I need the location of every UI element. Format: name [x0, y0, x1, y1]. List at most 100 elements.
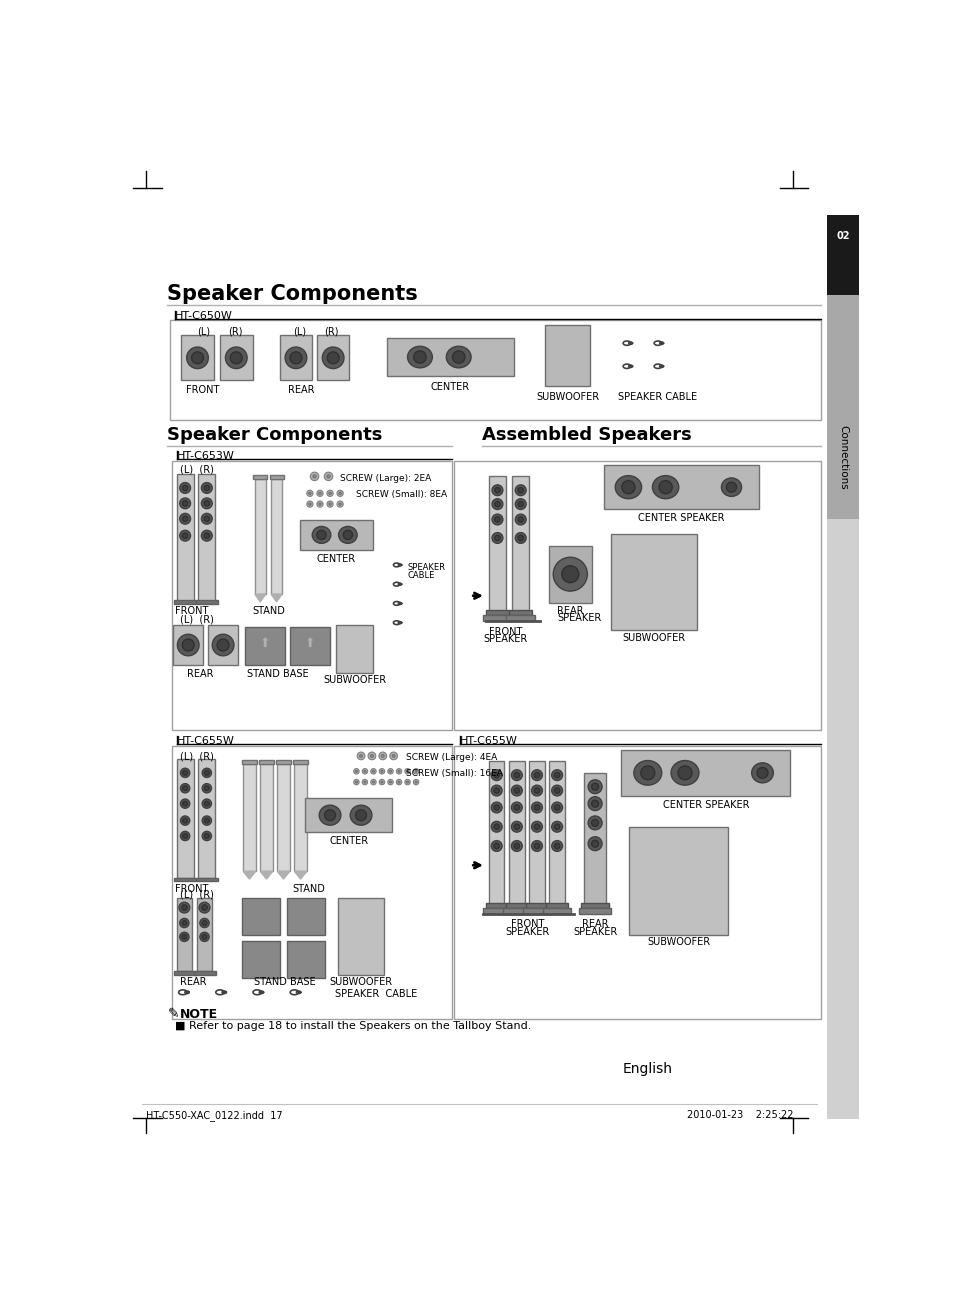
Text: 02: 02 [836, 231, 849, 242]
Text: SPEAKER: SPEAKER [557, 613, 600, 623]
Circle shape [204, 771, 209, 775]
Circle shape [338, 503, 341, 506]
Circle shape [494, 788, 498, 793]
Circle shape [397, 782, 399, 783]
Bar [603, 465, 758, 510]
Text: (L)  (R): (L) (R) [179, 616, 213, 625]
Circle shape [182, 935, 187, 940]
Text: HT-C655W: HT-C655W [177, 736, 235, 746]
Circle shape [390, 752, 397, 759]
Circle shape [199, 919, 209, 928]
Circle shape [201, 531, 212, 541]
Text: CENTER: CENTER [329, 836, 368, 846]
Bar [335, 625, 373, 673]
Bar [305, 799, 392, 833]
Circle shape [356, 752, 365, 759]
Text: SPEAKER  CABLE: SPEAKER CABLE [335, 989, 416, 1000]
Ellipse shape [452, 350, 464, 363]
Circle shape [372, 770, 375, 772]
Text: ⬆: ⬆ [304, 637, 314, 650]
Circle shape [179, 482, 191, 493]
Bar [286, 898, 325, 936]
Circle shape [553, 557, 587, 591]
Text: SPEAKER: SPEAKER [505, 927, 549, 937]
Circle shape [362, 769, 367, 774]
Text: SCREW (Large): 2EA: SCREW (Large): 2EA [340, 474, 431, 484]
Ellipse shape [355, 810, 366, 821]
Text: SCREW (Small): 16EA: SCREW (Small): 16EA [406, 769, 502, 778]
Circle shape [517, 516, 523, 523]
Circle shape [183, 818, 187, 823]
Text: SUBWOOFER: SUBWOOFER [646, 937, 710, 946]
Bar [509, 761, 524, 903]
Text: SUBWOOFER: SUBWOOFER [323, 674, 386, 685]
Circle shape [318, 503, 321, 506]
Polygon shape [271, 595, 282, 603]
Bar [253, 474, 267, 480]
Circle shape [415, 770, 416, 772]
Circle shape [204, 533, 210, 538]
Ellipse shape [446, 346, 471, 367]
Text: FRONT: FRONT [488, 626, 521, 637]
Text: SCREW (Large): 4EA: SCREW (Large): 4EA [406, 753, 497, 762]
Text: English: English [622, 1061, 672, 1076]
Text: CENTER SPEAKER: CENTER SPEAKER [638, 514, 723, 523]
Circle shape [511, 786, 521, 796]
Circle shape [591, 783, 598, 791]
Circle shape [389, 770, 391, 772]
Circle shape [307, 501, 313, 507]
Bar [482, 907, 510, 914]
Circle shape [180, 831, 190, 840]
Ellipse shape [725, 482, 736, 493]
Bar [260, 763, 273, 872]
Circle shape [179, 514, 191, 524]
Circle shape [182, 516, 188, 521]
Bar [485, 903, 507, 907]
Bar [482, 616, 512, 621]
Circle shape [183, 834, 187, 838]
Ellipse shape [350, 805, 372, 825]
Circle shape [180, 799, 190, 808]
Circle shape [363, 770, 366, 772]
Circle shape [316, 490, 323, 497]
Ellipse shape [678, 766, 691, 780]
Circle shape [362, 779, 367, 784]
Circle shape [514, 788, 519, 793]
Text: 2010-01-23    2:25:22: 2010-01-23 2:25:22 [686, 1110, 793, 1120]
Circle shape [495, 536, 499, 541]
Circle shape [492, 485, 502, 495]
Ellipse shape [659, 481, 672, 494]
Circle shape [591, 819, 598, 826]
Circle shape [492, 514, 502, 525]
Circle shape [327, 490, 333, 497]
Circle shape [551, 840, 562, 851]
Circle shape [217, 639, 229, 651]
Text: STAND BASE: STAND BASE [247, 669, 309, 678]
Circle shape [389, 782, 391, 783]
Bar [542, 907, 571, 914]
Text: ■ Refer to page 18 to install the Speakers on the Tallboy Stand.: ■ Refer to page 18 to install the Speake… [174, 1021, 531, 1031]
Ellipse shape [319, 805, 340, 825]
Circle shape [329, 493, 331, 494]
Circle shape [372, 782, 375, 783]
Circle shape [187, 348, 208, 369]
Bar [826, 214, 858, 295]
Circle shape [515, 485, 525, 495]
Circle shape [514, 843, 519, 848]
Circle shape [309, 493, 311, 494]
Circle shape [179, 902, 190, 914]
Bar [286, 941, 325, 978]
Circle shape [204, 501, 210, 506]
Bar [337, 898, 384, 975]
Circle shape [534, 843, 539, 848]
Circle shape [182, 485, 188, 490]
Bar [454, 461, 820, 731]
Circle shape [406, 782, 408, 783]
Circle shape [397, 770, 399, 772]
Circle shape [202, 831, 212, 840]
Circle shape [406, 770, 408, 772]
Circle shape [192, 352, 203, 363]
Circle shape [515, 499, 525, 510]
Circle shape [182, 920, 187, 925]
Circle shape [511, 802, 521, 813]
